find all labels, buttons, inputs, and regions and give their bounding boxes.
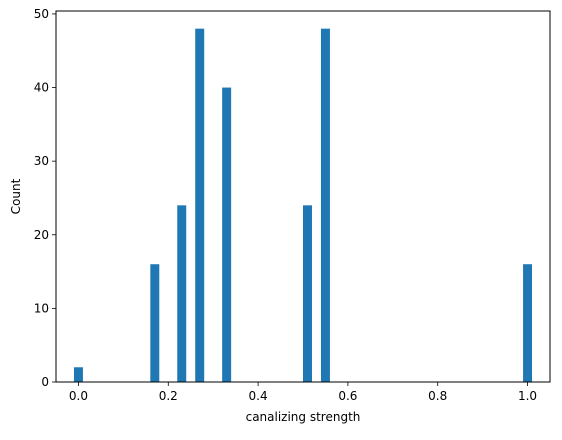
x-tick-label: 0.0 <box>69 389 88 403</box>
y-tick-label: 30 <box>34 154 49 168</box>
histogram-bar <box>303 205 312 382</box>
histogram-bar <box>320 28 330 382</box>
histogram-bar <box>195 28 205 382</box>
x-tick-label: 1.0 <box>518 389 537 403</box>
y-tick-label: 0 <box>41 375 49 389</box>
x-tick-label: 0.4 <box>249 389 268 403</box>
histogram-bar <box>73 367 83 382</box>
x-tick-label: 0.2 <box>159 389 178 403</box>
x-axis-label: canalizing strength <box>246 410 361 424</box>
x-tick-label: 0.6 <box>338 389 357 403</box>
y-tick-label: 40 <box>34 81 49 95</box>
histogram-bar <box>150 264 160 382</box>
y-tick-label: 20 <box>34 228 49 242</box>
x-axis-ticks: 0.0 0.2 0.4 0.6 0.8 1.0 <box>69 382 537 403</box>
y-tick-label: 10 <box>34 301 49 315</box>
histogram-bar <box>523 264 533 382</box>
plot-area-frame <box>55 10 551 383</box>
y-axis-ticks: 0 10 20 30 40 50 <box>34 7 56 389</box>
x-tick-label: 0.8 <box>428 389 447 403</box>
bars-layer <box>73 28 533 382</box>
histogram-bar <box>222 87 232 382</box>
y-tick-label: 50 <box>34 7 49 21</box>
histogram-bar <box>177 205 187 382</box>
y-axis-label: Count <box>9 178 23 214</box>
